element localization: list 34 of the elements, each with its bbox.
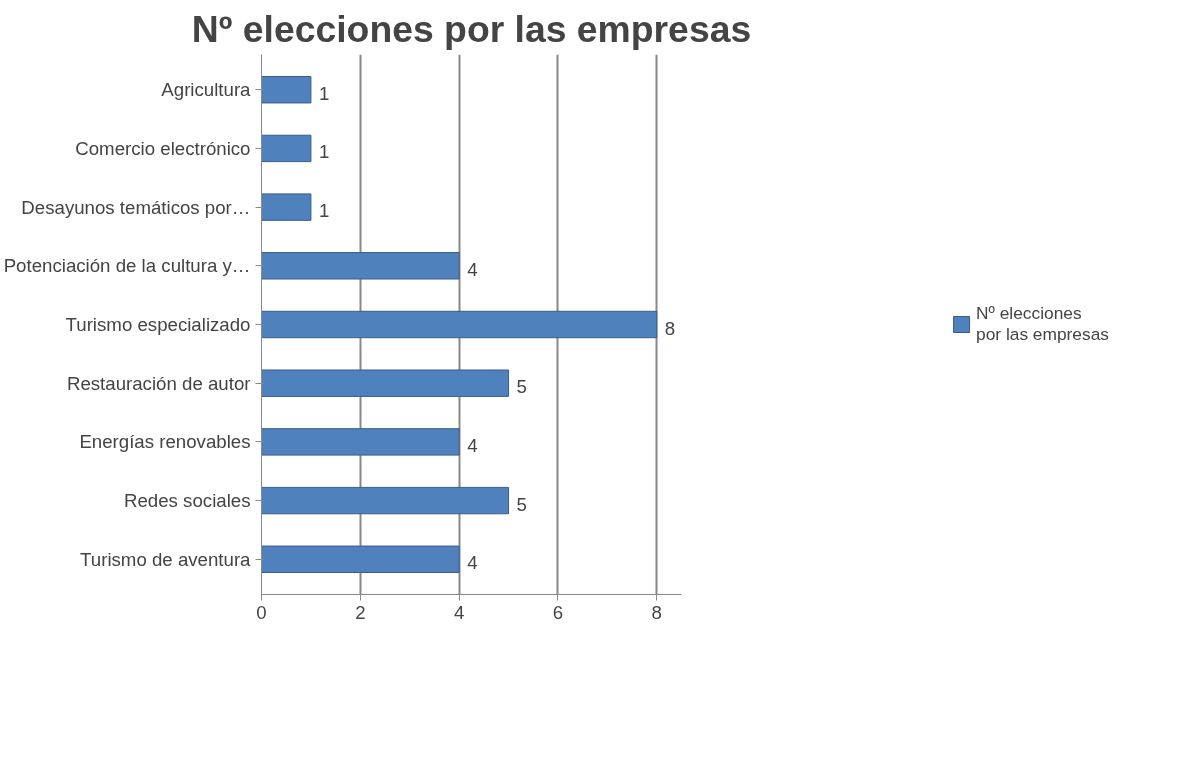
data-label: 4	[467, 552, 478, 574]
y-tick-label: Agricultura	[161, 79, 252, 101]
x-tick-label: 8	[651, 601, 662, 623]
y-tick-label: Restauración de autor	[66, 372, 251, 394]
bar	[261, 428, 460, 456]
bar	[261, 486, 510, 515]
data-label: 5	[516, 376, 527, 398]
y-tick-label: Redes sociales	[123, 490, 251, 512]
chart-title: Nº elecciones por las empresas	[191, 7, 752, 50]
x-tick-label: 0	[256, 601, 267, 623]
data-label: 4	[467, 258, 478, 280]
bar	[261, 369, 510, 397]
bar	[261, 193, 312, 221]
bar	[261, 134, 312, 163]
data-label: 1	[318, 141, 330, 163]
x-tick-label: 4	[453, 601, 465, 623]
data-label: 4	[467, 434, 478, 456]
data-label: 1	[318, 82, 330, 104]
y-tick-label: Potenciación de la cultura y…	[3, 255, 251, 277]
legend-label: Nº elecciones por las empresas	[976, 303, 1109, 345]
data-label: 8	[664, 317, 676, 339]
data-label: 5	[516, 493, 527, 515]
y-tick-label: Energías renovables	[79, 431, 251, 453]
y-tick-label: Turismo de aventura	[80, 548, 252, 570]
y-tick-label: Turismo especializado	[65, 314, 251, 335]
bar	[261, 76, 312, 104]
y-tick-label: Desayunos temáticos por…	[21, 196, 251, 218]
x-tick-label: 6	[552, 601, 564, 623]
y-tick-label: Comercio electrónico	[75, 137, 251, 159]
bar	[261, 252, 460, 280]
x-tick-label: 2	[355, 601, 366, 623]
bar	[261, 545, 460, 573]
bar	[261, 310, 658, 339]
data-label: 1	[318, 200, 330, 222]
